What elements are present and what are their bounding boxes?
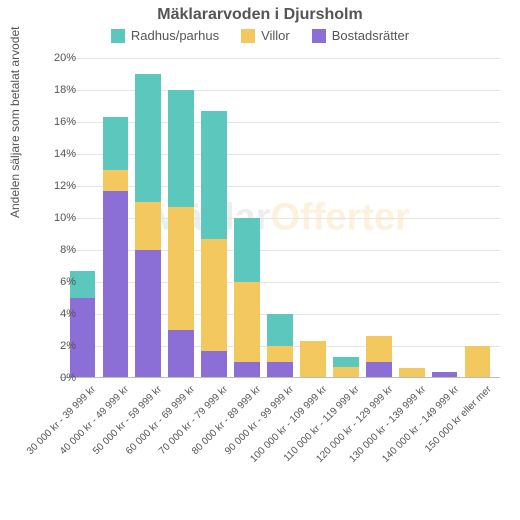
bar-segment-radhus	[333, 357, 359, 367]
y-tick-label: 18%	[36, 84, 76, 96]
legend-swatch	[111, 29, 125, 43]
y-tick-label: 14%	[36, 148, 76, 160]
bar-stack	[300, 341, 326, 378]
bar-slot	[99, 58, 132, 378]
bar-slot	[296, 58, 329, 378]
bar-stack	[168, 90, 194, 378]
y-tick-label: 4%	[36, 308, 76, 320]
legend-swatch	[312, 29, 326, 43]
bar-stack	[267, 314, 293, 378]
legend-item: Bostadsrätter	[312, 28, 409, 43]
y-tick-label: 16%	[36, 116, 76, 128]
bar-slot	[132, 58, 165, 378]
bar-segment-villor	[234, 282, 260, 362]
bar-slot	[329, 58, 362, 378]
bar-segment-bostadsratter	[234, 362, 260, 378]
bar-segment-radhus	[103, 117, 129, 170]
bar-slot	[198, 58, 231, 378]
bar-stack	[103, 117, 129, 378]
chart-title: Mäklararvoden i Djursholm	[0, 0, 520, 24]
legend: Radhus/parhus Villor Bostadsrätter	[0, 24, 520, 45]
y-tick-label: 12%	[36, 180, 76, 192]
bars-container	[60, 58, 500, 378]
x-axis-labels: 30 000 kr - 39 999 kr40 000 kr - 49 999 …	[60, 378, 500, 508]
legend-item: Radhus/parhus	[111, 28, 219, 43]
bar-slot	[264, 58, 297, 378]
bar-segment-bostadsratter	[135, 250, 161, 378]
bar-segment-villor	[135, 202, 161, 250]
bar-stack	[234, 218, 260, 378]
bar-segment-villor	[267, 346, 293, 362]
bar-stack	[201, 111, 227, 378]
bar-segment-villor	[465, 346, 491, 378]
bar-segment-bostadsratter	[201, 351, 227, 378]
bar-slot	[231, 58, 264, 378]
bar-slot	[461, 58, 494, 378]
legend-label: Villor	[261, 28, 290, 43]
y-tick-label: 20%	[36, 52, 76, 64]
bar-segment-radhus	[168, 90, 194, 207]
y-tick-label: 6%	[36, 276, 76, 288]
bar-segment-radhus	[135, 74, 161, 202]
bar-slot	[165, 58, 198, 378]
bar-segment-bostadsratter	[267, 362, 293, 378]
bar-segment-villor	[201, 239, 227, 351]
bar-stack	[366, 336, 392, 378]
bar-stack	[135, 74, 161, 378]
y-axis-title: Andelen säljare som betalat arvodet	[8, 27, 22, 218]
bar-segment-bostadsratter	[103, 191, 129, 378]
legend-label: Bostadsrätter	[332, 28, 409, 43]
bar-segment-villor	[103, 170, 129, 191]
y-tick-label: 2%	[36, 340, 76, 352]
bar-stack	[465, 346, 491, 378]
legend-swatch	[241, 29, 255, 43]
bar-segment-radhus	[267, 314, 293, 346]
y-tick-label: 8%	[36, 244, 76, 256]
y-tick-label: 10%	[36, 212, 76, 224]
legend-label: Radhus/parhus	[131, 28, 219, 43]
legend-item: Villor	[241, 28, 290, 43]
bar-slot	[362, 58, 395, 378]
bar-segment-bostadsratter	[366, 362, 392, 378]
bar-segment-villor	[300, 341, 326, 378]
bar-slot	[428, 58, 461, 378]
bar-segment-radhus	[201, 111, 227, 239]
bar-segment-bostadsratter	[168, 330, 194, 378]
bar-segment-villor	[366, 336, 392, 362]
bar-segment-radhus	[234, 218, 260, 282]
bar-stack	[333, 357, 359, 378]
bar-slot	[395, 58, 428, 378]
chart-plot-area: MäklarOfferter	[60, 58, 500, 378]
bar-segment-villor	[168, 207, 194, 330]
